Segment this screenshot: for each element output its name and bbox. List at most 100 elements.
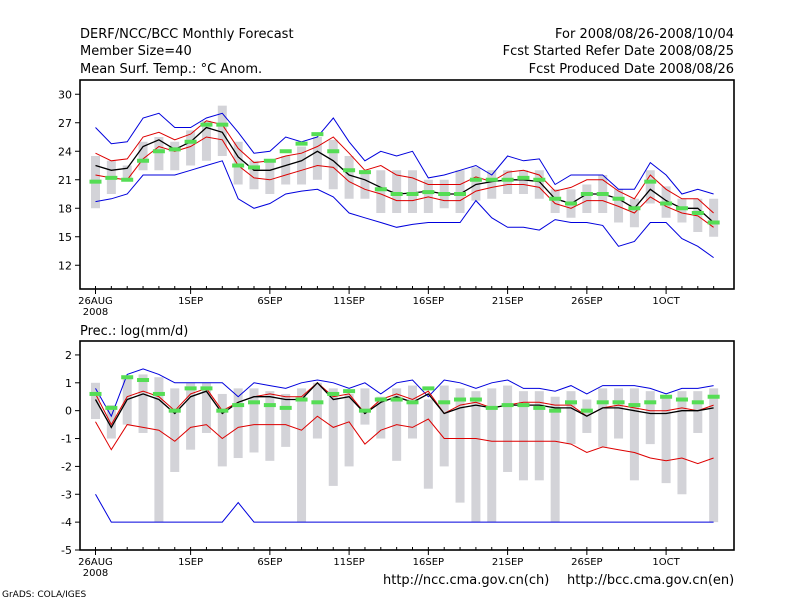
temp-spread-bar [265, 160, 275, 194]
prec-lower-line [95, 415, 714, 465]
prec-ensemble-marker [168, 408, 181, 413]
temp-y-tick-label: 27 [58, 117, 72, 130]
prec-y-tick-label: -3 [61, 488, 72, 501]
temp-ensemble-marker [358, 170, 371, 175]
temp-ensemble-marker [184, 139, 197, 144]
prec-x-tick-label: 26SEP [571, 557, 602, 568]
prec-ensemble-marker [343, 389, 356, 394]
temp-spread-bar [186, 130, 196, 166]
prec-ensemble-marker [263, 403, 276, 408]
temp-ensemble-marker [501, 177, 514, 182]
prec-plot-frame [79, 340, 735, 551]
prec-ensemble-marker [184, 386, 197, 391]
prec-x-tick-label: 16SEP [413, 557, 444, 568]
prec-y-tick-label: 2 [65, 349, 72, 362]
temp-spread-bar [614, 189, 624, 223]
forecast-produced-date-label: Fcst Produced Date 2008/08/26 [529, 62, 734, 77]
temp-ensemble-marker [628, 206, 641, 211]
temp-ensemble-marker [549, 196, 562, 201]
prec-spread-bar [534, 391, 544, 481]
temp-spread-bar [281, 156, 291, 185]
temp-spread-bar [376, 170, 386, 213]
prec-spread-bar [281, 393, 291, 447]
prec-spread-bar [106, 405, 116, 439]
temp-spread-bar [582, 184, 592, 213]
prec-spread-bar [233, 388, 243, 459]
temp-ensemble-marker [168, 147, 181, 152]
prec-ensemble-marker [216, 408, 229, 413]
temp-spread-bar [408, 170, 417, 213]
temp-ensemble-marker [295, 141, 308, 146]
prec-spread-bar [455, 388, 465, 503]
prec-spread-bar [328, 388, 338, 486]
temp-spread-bar [693, 198, 703, 232]
prec-ensemble-marker [311, 400, 324, 405]
forecast-period-label: For 2008/08/26-2008/10/04 [555, 27, 734, 42]
chart-title: DERF/NCC/BCC Monthly Forecast [80, 27, 294, 42]
prec-ensemble-marker [406, 400, 419, 405]
prec-ensemble-marker [390, 397, 403, 402]
prec-spread-bar [201, 382, 211, 433]
temp-y-tick-label: 24 [58, 145, 72, 158]
temp-spread-bar [344, 156, 354, 199]
prec-spread-bar [614, 388, 624, 439]
prec-x-tick-sublabel: 2008 [83, 568, 108, 579]
temp-ensemble-marker [469, 177, 482, 182]
prec-ensemble-marker [660, 394, 673, 399]
temp-ensemble-marker [137, 158, 150, 163]
temp-ensemble-marker [454, 192, 467, 196]
prec-spread-bar [376, 396, 386, 439]
temp-ensemble-marker [311, 132, 324, 137]
prec-max-line [95, 368, 714, 418]
temp-lower-line [95, 136, 714, 228]
prec-spread-bar [360, 388, 370, 425]
prec-spread-bar [566, 391, 576, 445]
temp-spread-bar [233, 141, 243, 185]
temp-spread-bar [423, 179, 433, 213]
prec-ensemble-marker [121, 375, 134, 380]
prec-median-line [94, 381, 714, 429]
prec-ensemble-marker [596, 400, 609, 405]
prec-spread-bar [265, 391, 275, 461]
temp-max-line [95, 112, 714, 195]
prec-spread-bar [138, 374, 148, 433]
prec-ensemble-marker [327, 391, 340, 396]
prec-ensemble-marker [707, 394, 720, 399]
prec-x-tick-label: 6SEP [257, 557, 282, 568]
prec-x-tick-label: 26AUG [78, 557, 113, 568]
temp-ensemble-marker [660, 201, 673, 206]
temp-ensemble-marker [89, 179, 102, 184]
prec-spread-bar [186, 382, 196, 450]
prec-spread-bar [408, 385, 417, 439]
forecast-start-date-label: Fcst Started Refer Date 2008/08/25 [503, 44, 734, 59]
temp-ensemble-marker [232, 163, 245, 168]
temp-spread-bar [217, 105, 227, 156]
prec-spread-bar [312, 382, 322, 439]
prec-spread-bar [598, 388, 608, 447]
bcc-url[interactable]: http://bcc.cma.gov.cn(en) [567, 573, 734, 588]
prec-y-tick-label: 1 [65, 377, 72, 390]
prec-ensemble-marker [501, 403, 514, 408]
temp-ensemble-marker [263, 158, 276, 163]
temperature-variable-label: Mean Surf. Temp.: °C Anom. [80, 62, 262, 77]
prec-y-tick-label: -5 [61, 544, 72, 557]
temp-y-tick-label: 21 [58, 174, 72, 187]
prec-spread-bar [709, 388, 719, 523]
temp-spread-bar [487, 170, 497, 199]
temp-spread-bar [122, 165, 132, 180]
prec-ensemble-marker [485, 405, 498, 410]
temp-spread-bar [138, 141, 148, 171]
temp-spread-bar [677, 198, 687, 223]
temp-x-tick-label: 16SEP [413, 296, 444, 307]
prec-ensemble-marker [549, 408, 562, 413]
temp-ensemble-marker [374, 187, 387, 192]
prec-spread-bar [344, 393, 354, 467]
prec-ensemble-marker [469, 397, 482, 402]
temp-ensemble-marker [533, 177, 546, 182]
ncc-url[interactable]: http://ncc.cma.gov.cn(ch) [383, 573, 549, 588]
temp-ensemble-marker [327, 149, 340, 154]
temp-x-tick-label: 1OCT [652, 296, 680, 307]
